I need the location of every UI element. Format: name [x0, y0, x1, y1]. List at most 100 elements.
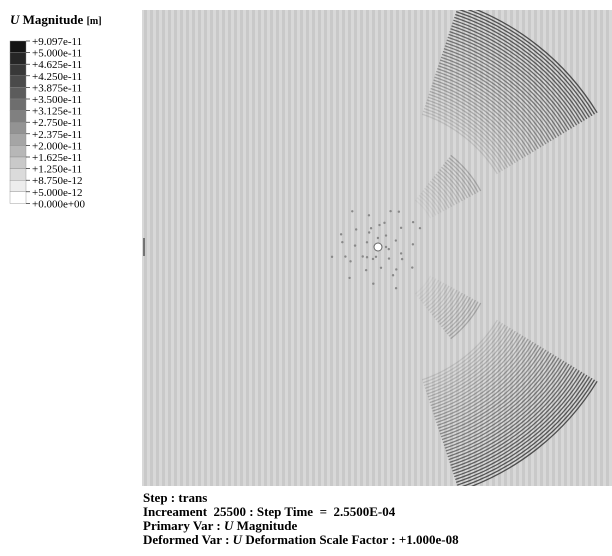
wave-front: [432, 82, 527, 157]
wave-front: [444, 357, 560, 449]
wave-front: [427, 96, 514, 165]
footer-text: Step : trans: [143, 490, 208, 505]
wave-front: [467, 10, 596, 115]
wave-front: [420, 279, 440, 302]
wave-front: [452, 22, 580, 124]
wave-front: [429, 286, 453, 314]
noise-dot: [397, 210, 401, 213]
noise-dot: [387, 247, 390, 251]
wave-front: [451, 368, 578, 469]
wave-front: [438, 348, 544, 432]
wave-front: [449, 365, 573, 464]
wave-front: [423, 107, 504, 172]
wave-front: [428, 330, 516, 401]
noise-dot: [371, 257, 375, 261]
wave-front: [434, 340, 532, 418]
wave-front: [434, 76, 532, 154]
wave-front: [433, 338, 529, 415]
wave-front: [435, 341, 534, 421]
wave-front: [438, 62, 544, 146]
wave-front: [455, 374, 588, 481]
legend-title: U Magnitude [m]: [10, 12, 102, 27]
noise-dot: [418, 226, 422, 230]
wave-front: [439, 349, 547, 435]
wave-front: [424, 104, 506, 170]
noise-dot: [400, 257, 404, 261]
wave-front: [440, 295, 469, 328]
wave-front: [447, 362, 567, 458]
wave-front: [442, 354, 555, 444]
wave-front: [461, 379, 596, 486]
wave-front: [442, 164, 471, 197]
noise-dot: [399, 252, 403, 255]
wave-front: [438, 65, 542, 148]
legend-swatch: [9, 191, 27, 204]
noise-dot: [383, 221, 386, 225]
noise-dot: [391, 274, 395, 277]
wave-front: [436, 70, 537, 151]
wave-front: [427, 329, 514, 398]
wave-front: [431, 288, 455, 316]
footer-line: Deformed Var : U Deformation Scale Facto…: [143, 533, 459, 547]
noise-dot: [349, 260, 352, 263]
wave-front: [450, 366, 575, 466]
noise-dot: [369, 227, 373, 230]
wave-front: [458, 10, 593, 117]
wave-front: [438, 346, 542, 429]
legend-label: +0.000e+00: [32, 198, 86, 210]
wave-front: [425, 102, 509, 168]
noise-dot: [411, 243, 415, 246]
legend-label: +5.000e-11: [32, 48, 82, 60]
wave-front: [444, 298, 474, 333]
contour-plot: U Magnitude [m] +9.097e-11+5.000e-11+4.6…: [9, 10, 612, 486]
wave-front: [420, 192, 440, 215]
legend-label: +3.125e-11: [32, 106, 82, 118]
legend-label: +2.000e-11: [32, 140, 82, 152]
noise-dot: [344, 255, 347, 258]
wave-front: [446, 299, 476, 335]
wave-front: [442, 297, 471, 330]
wave-front: [445, 42, 562, 135]
wave-front: [427, 183, 450, 209]
legend-label: +8.750e-12: [32, 175, 83, 187]
footer-text: U: [224, 518, 234, 533]
legend-label: +5.000e-12: [32, 187, 83, 199]
noise-dot: [374, 255, 378, 258]
noise-dot: [361, 255, 364, 258]
noise-dot: [411, 266, 414, 269]
wave-front: [414, 199, 432, 219]
noise-dot: [384, 245, 388, 249]
wave-front: [436, 343, 537, 424]
wave-front: [424, 282, 445, 307]
noise-dot: [376, 236, 380, 240]
wave-front: [421, 319, 498, 381]
footer-line: Step : trans: [143, 491, 207, 505]
wave-front: [418, 194, 437, 216]
noise-dot: [394, 239, 398, 242]
legend: +9.097e-11+5.000e-11+4.625e-11+4.250e-11…: [9, 36, 86, 210]
noise-dot: [387, 257, 391, 260]
footer-text: Magnitude: [233, 518, 298, 533]
wave-front: [416, 197, 434, 218]
noise-dot: [394, 287, 398, 290]
wave-front: [429, 180, 453, 208]
footer-text: Deformation Scale Factor : +1.000e-08: [242, 532, 459, 547]
noise-dot: [353, 244, 357, 247]
wave-front: [448, 157, 479, 193]
legend-swatch: [9, 121, 27, 134]
wave-front: [422, 110, 501, 173]
wave-front: [422, 190, 442, 213]
wave-front: [446, 360, 565, 455]
noise-dot: [367, 231, 371, 234]
wave-front: [418, 278, 437, 300]
legend-swatch: [9, 168, 27, 181]
legend-label: +4.625e-11: [32, 59, 82, 71]
legend-swatch: [9, 110, 27, 123]
wave-front: [454, 373, 585, 478]
legend-swatch: [9, 40, 27, 53]
legend-label: +4.250e-11: [32, 71, 82, 83]
legend-swatch: [9, 133, 27, 146]
legend-swatch: [9, 145, 27, 158]
legend-label: +3.875e-11: [32, 82, 82, 94]
